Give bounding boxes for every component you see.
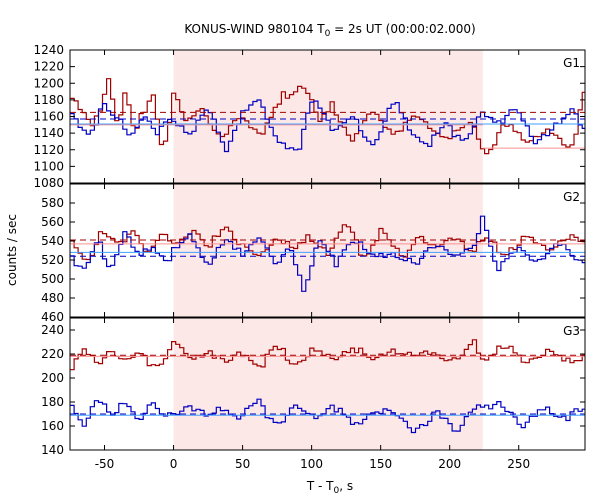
y-tick-label: 220 xyxy=(41,347,64,361)
y-tick-label: 580 xyxy=(41,196,64,210)
y-axis-label: counts / sec xyxy=(5,214,19,286)
y-tick-label: 200 xyxy=(41,371,64,385)
x-tick-label: 150 xyxy=(369,457,392,471)
y-tick-label: 520 xyxy=(41,253,64,267)
burst-interval-highlight xyxy=(173,184,483,317)
y-tick-label: 460 xyxy=(41,310,64,324)
panel-label: G3 xyxy=(563,324,580,338)
y-tick-label: 1140 xyxy=(33,126,64,140)
y-tick-label: 1220 xyxy=(33,60,64,74)
y-tick-label: 1100 xyxy=(33,159,64,173)
panel-g2: 460 480 500 520 540 560 580 G2 xyxy=(41,183,586,324)
x-tick-label: 50 xyxy=(235,457,250,471)
series-line-blue xyxy=(70,398,585,434)
x-tick-label: 0 xyxy=(170,457,178,471)
y-tick-label: 1240 xyxy=(33,43,64,57)
burst-interval-highlight xyxy=(173,50,483,183)
x-tick-label: 200 xyxy=(438,457,461,471)
y-tick-label: 160 xyxy=(41,419,64,433)
y-tick-label: 500 xyxy=(41,272,64,286)
panel-label: G2 xyxy=(563,190,580,204)
x-axis-label: T - T0, s xyxy=(306,479,353,496)
y-tick-label: 560 xyxy=(41,215,64,229)
chart-title: KONUS-WIND 980104 T0 = 2s UT (00:00:02.0… xyxy=(184,22,475,39)
y-tick-label: 240 xyxy=(41,323,64,337)
x-tick-label: 250 xyxy=(507,457,530,471)
y-tick-label: 180 xyxy=(41,395,64,409)
y-tick-label: 1080 xyxy=(33,176,64,190)
y-tick-label: 1200 xyxy=(33,76,64,90)
panel-frame xyxy=(69,317,586,451)
series-line-red xyxy=(70,339,585,371)
x-tick-labels: -50 0 50 100 150 200 250 xyxy=(95,457,530,471)
y-tick-label: 480 xyxy=(41,291,64,305)
y-tick-label: 1160 xyxy=(33,110,64,124)
panels-group: 1080 1100 1120 1140 1160 1180 1200 1220 1240 G1 46… xyxy=(33,43,586,457)
y-tick-label: 1120 xyxy=(33,143,64,157)
series-line-blue xyxy=(70,99,585,153)
series-line-blue xyxy=(70,215,585,292)
panel-frame xyxy=(69,183,586,318)
panel-label: G1 xyxy=(563,56,580,70)
x-tick-label: 100 xyxy=(300,457,323,471)
y-tick-label: 1180 xyxy=(33,93,64,107)
series-line-red xyxy=(70,78,585,155)
panel-g3: 140 160 180 200 220 240 G3 xyxy=(41,317,586,457)
burst-interval-highlight xyxy=(173,318,483,450)
y-tick-label: 540 xyxy=(41,234,64,248)
x-tick-label: -50 xyxy=(95,457,115,471)
panel-g1: 1080 1100 1120 1140 1160 1180 1200 1220 1240 G1 xyxy=(33,43,586,190)
y-tick-label: 140 xyxy=(41,443,64,457)
